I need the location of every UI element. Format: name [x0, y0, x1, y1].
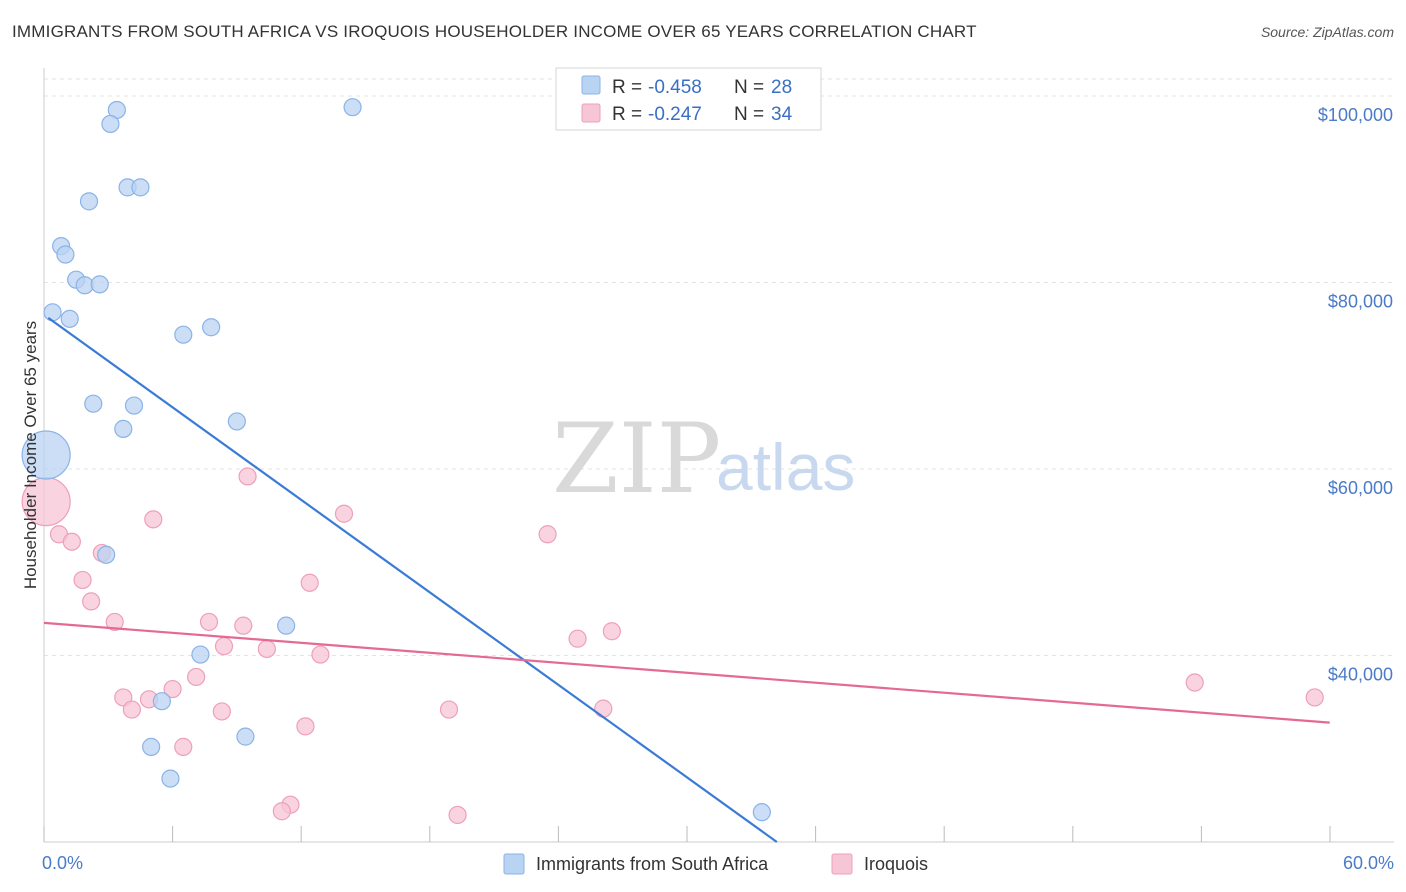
legend-swatch-pink	[581, 103, 601, 123]
point-south-africa-7	[56, 245, 75, 264]
series-legend: Immigrants from South Africa Iroquois	[503, 853, 928, 875]
point-iroquois-14	[602, 622, 621, 641]
y-tick-labels: $100,000 $80,000 $60,000 $40,000	[1318, 105, 1393, 685]
point-iroquois-25	[122, 700, 141, 719]
point-iroquois-2	[334, 504, 354, 523]
point-iroquois-13	[234, 616, 253, 635]
x-tick-label-max: 60.0%	[1343, 853, 1394, 873]
point-south-africa-5	[79, 192, 99, 211]
point-iroquois-11	[105, 612, 124, 632]
trend-lines	[43, 317, 1330, 843]
legend-swatch-blue	[581, 75, 601, 95]
point-south-africa-19	[21, 430, 71, 480]
point-iroquois-26	[212, 702, 231, 721]
point-iroquois-18	[311, 645, 330, 664]
series-legend-label-iroquois: Iroquois	[864, 854, 928, 874]
south-africa-points	[21, 98, 771, 822]
chart-title: IMMIGRANTS FROM SOUTH AFRICA VS IROQUOIS…	[12, 22, 977, 41]
point-iroquois-30	[174, 737, 193, 756]
series-legend-swatch-south-africa	[503, 853, 525, 875]
point-south-africa-4	[131, 178, 150, 197]
legend-r-label-blue: R =	[612, 77, 642, 98]
point-south-africa-12	[60, 309, 79, 328]
point-iroquois-20	[1185, 673, 1204, 692]
iroquois-points	[21, 467, 1324, 825]
point-iroquois-28	[594, 699, 613, 718]
point-south-africa-20	[97, 545, 116, 564]
point-iroquois-17	[257, 639, 276, 659]
legend-r-value-pink: -0.247	[648, 104, 702, 125]
series-legend-label-south-africa: Immigrants from South Africa	[536, 854, 769, 874]
point-iroquois-29	[296, 717, 315, 736]
legend-n-label-pink: N =	[734, 104, 764, 125]
watermark-zip: ZIP	[552, 403, 721, 515]
point-iroquois-33	[448, 805, 467, 825]
point-iroquois-32	[272, 802, 291, 821]
point-south-africa-17	[227, 412, 246, 431]
grid	[44, 78, 1394, 656]
point-south-africa-23	[152, 692, 171, 711]
point-south-africa-14	[174, 325, 193, 344]
trend-line-iroquois	[43, 621, 1330, 724]
source-label: Source: ZipAtlas.com	[1260, 24, 1394, 40]
point-south-africa-25	[142, 737, 161, 756]
point-iroquois-12	[199, 612, 219, 632]
x-tick-label-min: 0.0%	[42, 853, 83, 873]
point-south-africa-27	[752, 803, 771, 822]
point-iroquois-6	[62, 532, 81, 551]
point-iroquois-27	[439, 700, 459, 719]
y-tick-label-0: $100,000	[1318, 105, 1393, 125]
point-iroquois-4	[538, 525, 557, 544]
point-south-africa-21	[277, 616, 296, 635]
point-south-africa-26	[161, 769, 180, 788]
point-iroquois-24	[1305, 688, 1324, 707]
point-south-africa-13	[202, 318, 221, 337]
watermark-atlas: atlas	[716, 430, 855, 504]
point-south-africa-1	[101, 114, 120, 134]
y-tick-label-3: $40,000	[1328, 664, 1393, 684]
point-south-africa-22	[191, 645, 210, 664]
series-legend-swatch-iroquois	[831, 853, 853, 875]
point-iroquois-1	[238, 467, 257, 486]
point-iroquois-15	[568, 629, 587, 648]
legend-r-value-blue: -0.458	[648, 77, 702, 98]
point-iroquois-16	[214, 637, 234, 656]
point-iroquois-19	[187, 667, 206, 687]
legend-n-value-pink: 34	[771, 104, 793, 125]
correlation-legend: R = -0.458 N = 28 R = -0.247 N = 34	[555, 67, 822, 131]
point-south-africa-24	[236, 727, 255, 746]
point-iroquois-9	[300, 573, 319, 592]
legend-r-label-pink: R =	[612, 104, 642, 125]
y-axis-label: Householder Income Over 65 years	[21, 321, 40, 589]
point-south-africa-11	[43, 303, 62, 322]
point-iroquois-21	[163, 679, 182, 699]
legend-n-value-blue: 28	[771, 77, 792, 98]
point-iroquois-8	[73, 570, 92, 590]
point-south-africa-10	[90, 275, 109, 294]
legend-n-label-blue: N =	[734, 77, 764, 98]
point-south-africa-15	[84, 394, 103, 413]
point-iroquois-3	[144, 510, 163, 529]
watermark: ZIP atlas	[552, 403, 855, 515]
trend-line-south-africa	[47, 317, 778, 843]
point-south-africa-2	[343, 98, 362, 117]
point-iroquois-10	[82, 592, 101, 611]
y-tick-label-2: $60,000	[1328, 478, 1393, 498]
point-south-africa-16	[124, 396, 144, 415]
point-south-africa-18	[114, 419, 133, 438]
y-tick-label-1: $80,000	[1328, 291, 1393, 311]
